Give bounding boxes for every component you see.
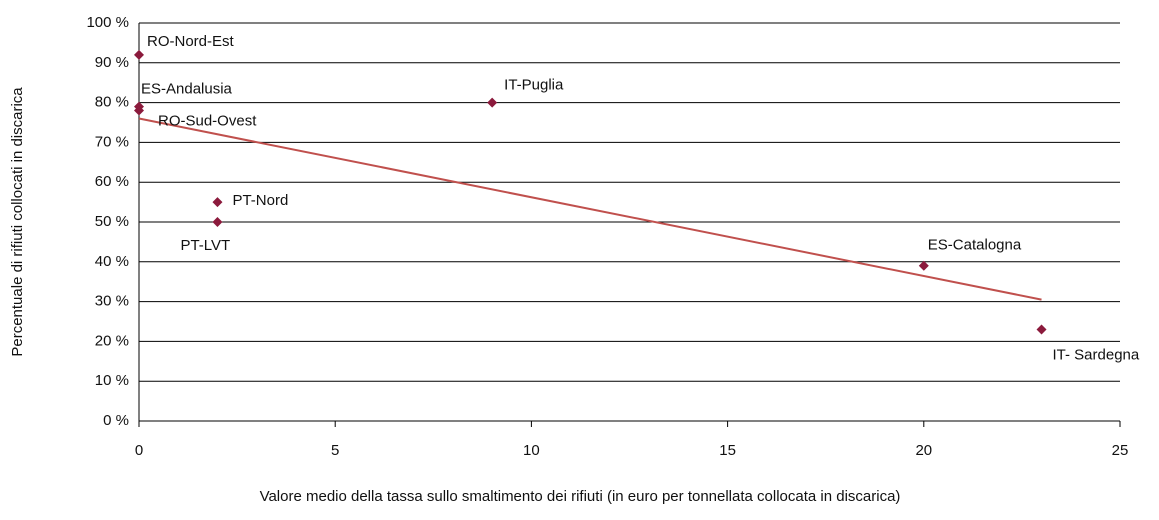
point-label: IT- Sardegna [1053,346,1140,363]
y-tick-label: 20 % [95,332,129,349]
x-tick-label: 20 [915,442,932,459]
point-label: ES-Catalogna [928,237,1022,254]
x-tick-label: 15 [719,442,736,459]
y-tick-label: 80 % [95,94,129,111]
y-tick-label: 70 % [95,133,129,150]
y-tick-label: 50 % [95,213,129,230]
x-tick-label: 25 [1112,442,1129,459]
point-label: ES-Andalusia [141,81,233,98]
point-label: PT-LVT [180,237,230,254]
y-tick-label: 30 % [95,293,129,310]
y-tick-label: 90 % [95,54,129,71]
x-tick-label: 5 [331,442,339,459]
point-label: RO-Nord-Est [147,33,235,50]
point [212,217,223,227]
x-tick-label: 10 [523,442,540,459]
trend-line [138,117,1042,301]
y-tick-label: 60 % [95,173,129,190]
point [212,197,223,208]
point [134,105,144,116]
y-tick-label: 10 % [95,372,129,389]
y-tick-label: 100 % [86,14,129,31]
point [1036,324,1047,335]
y-tick-label: 40 % [95,253,129,270]
point [918,260,929,271]
point [134,49,144,60]
x-axis-title: Valore medio della tassa sullo smaltimen… [260,488,901,505]
x-tick-label: 0 [135,442,143,459]
point [487,97,498,108]
point-label: RO-Sud-Ovest [158,113,257,130]
point-label: PT-Nord [232,192,288,209]
y-axis-title: Percentuale di rifiuti collocati in disc… [9,87,26,357]
point-label: IT-Puglia [504,77,564,94]
y-tick-label: 0 % [103,412,129,429]
